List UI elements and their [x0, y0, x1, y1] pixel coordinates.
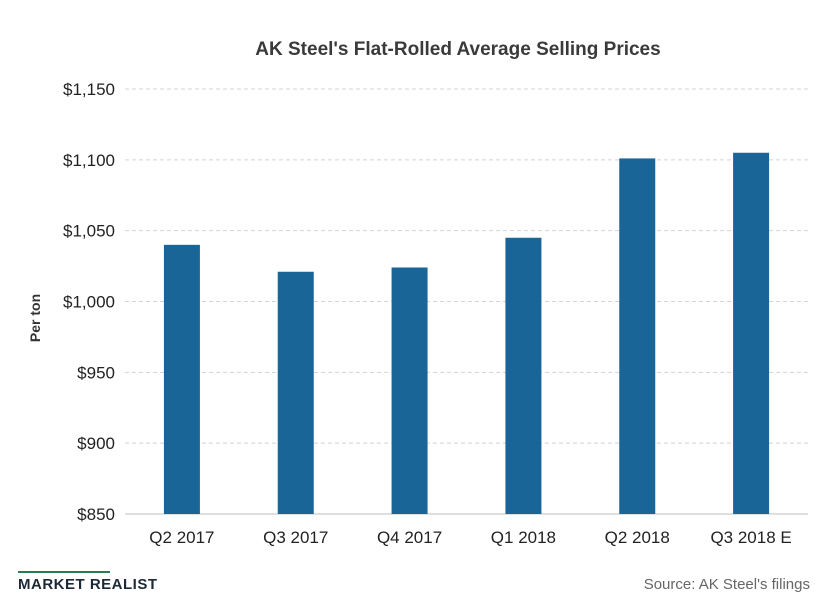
bar [619, 158, 656, 514]
bar [391, 267, 428, 514]
x-tick-label: Q3 2017 [263, 528, 328, 547]
x-tick-label: Q3 2018 E [710, 528, 791, 547]
y-tick-label: $1,000 [63, 293, 115, 312]
y-tick-labels: $850 $900 $950 $1,000 $1,050 $1,100 $1,150 [63, 80, 115, 524]
y-tick-label: $1,150 [63, 80, 115, 99]
chart-title: AK Steel's Flat-Rolled Average Selling P… [255, 39, 660, 60]
source-note: Source: AK Steel's filings [643, 576, 810, 593]
x-tick-label: Q2 2017 [149, 528, 214, 547]
y-tick-label: $1,050 [63, 222, 115, 241]
bars [163, 152, 770, 515]
y-tick-label: $950 [77, 363, 115, 382]
x-tick-label: Q1 2018 [491, 528, 556, 547]
bar [505, 237, 542, 514]
x-tick-labels: Q2 2017 Q3 2017 Q4 2017 Q1 2018 Q2 2018 Q3 20… [149, 528, 791, 547]
gridlines [125, 88, 808, 515]
brand-logo: MARKET REALIST [18, 571, 158, 593]
y-axis-label: Per ton [27, 294, 43, 342]
brand-text: MARKET REALIST [18, 576, 158, 593]
x-tick-label: Q4 2017 [377, 528, 442, 547]
bar [733, 152, 770, 514]
y-tick-label: $900 [77, 434, 115, 453]
x-tick-label: Q2 2018 [605, 528, 670, 547]
y-tick-label: $1,100 [63, 151, 115, 170]
bar [277, 271, 314, 514]
y-tick-label: $850 [77, 505, 115, 524]
bar [163, 244, 200, 515]
